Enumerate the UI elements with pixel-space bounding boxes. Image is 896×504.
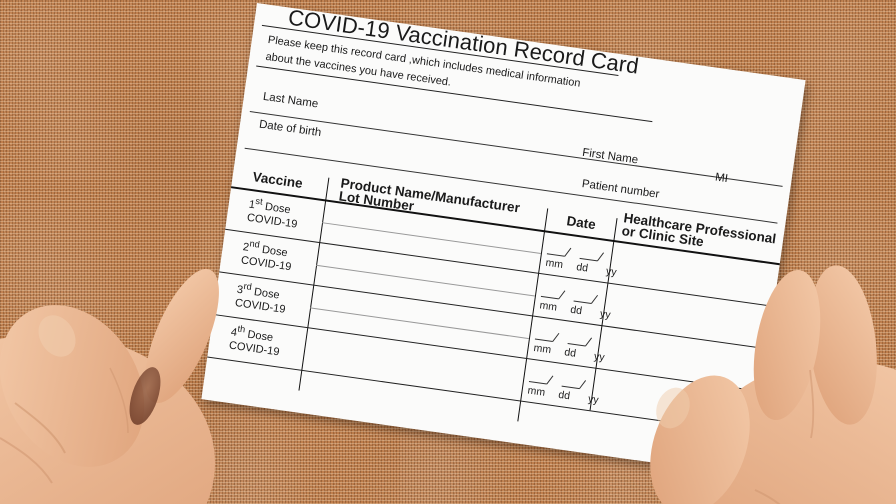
svg-text:dd: dd [570, 304, 583, 318]
svg-text:mm: mm [545, 257, 564, 271]
svg-text:dd: dd [558, 389, 571, 403]
svg-text:mm: mm [539, 299, 558, 313]
svg-text:mm: mm [533, 342, 552, 356]
svg-text:dd: dd [564, 346, 577, 360]
svg-text:dd: dd [576, 261, 589, 275]
svg-text:mm: mm [527, 385, 546, 399]
svg-text:yy: yy [587, 393, 600, 406]
